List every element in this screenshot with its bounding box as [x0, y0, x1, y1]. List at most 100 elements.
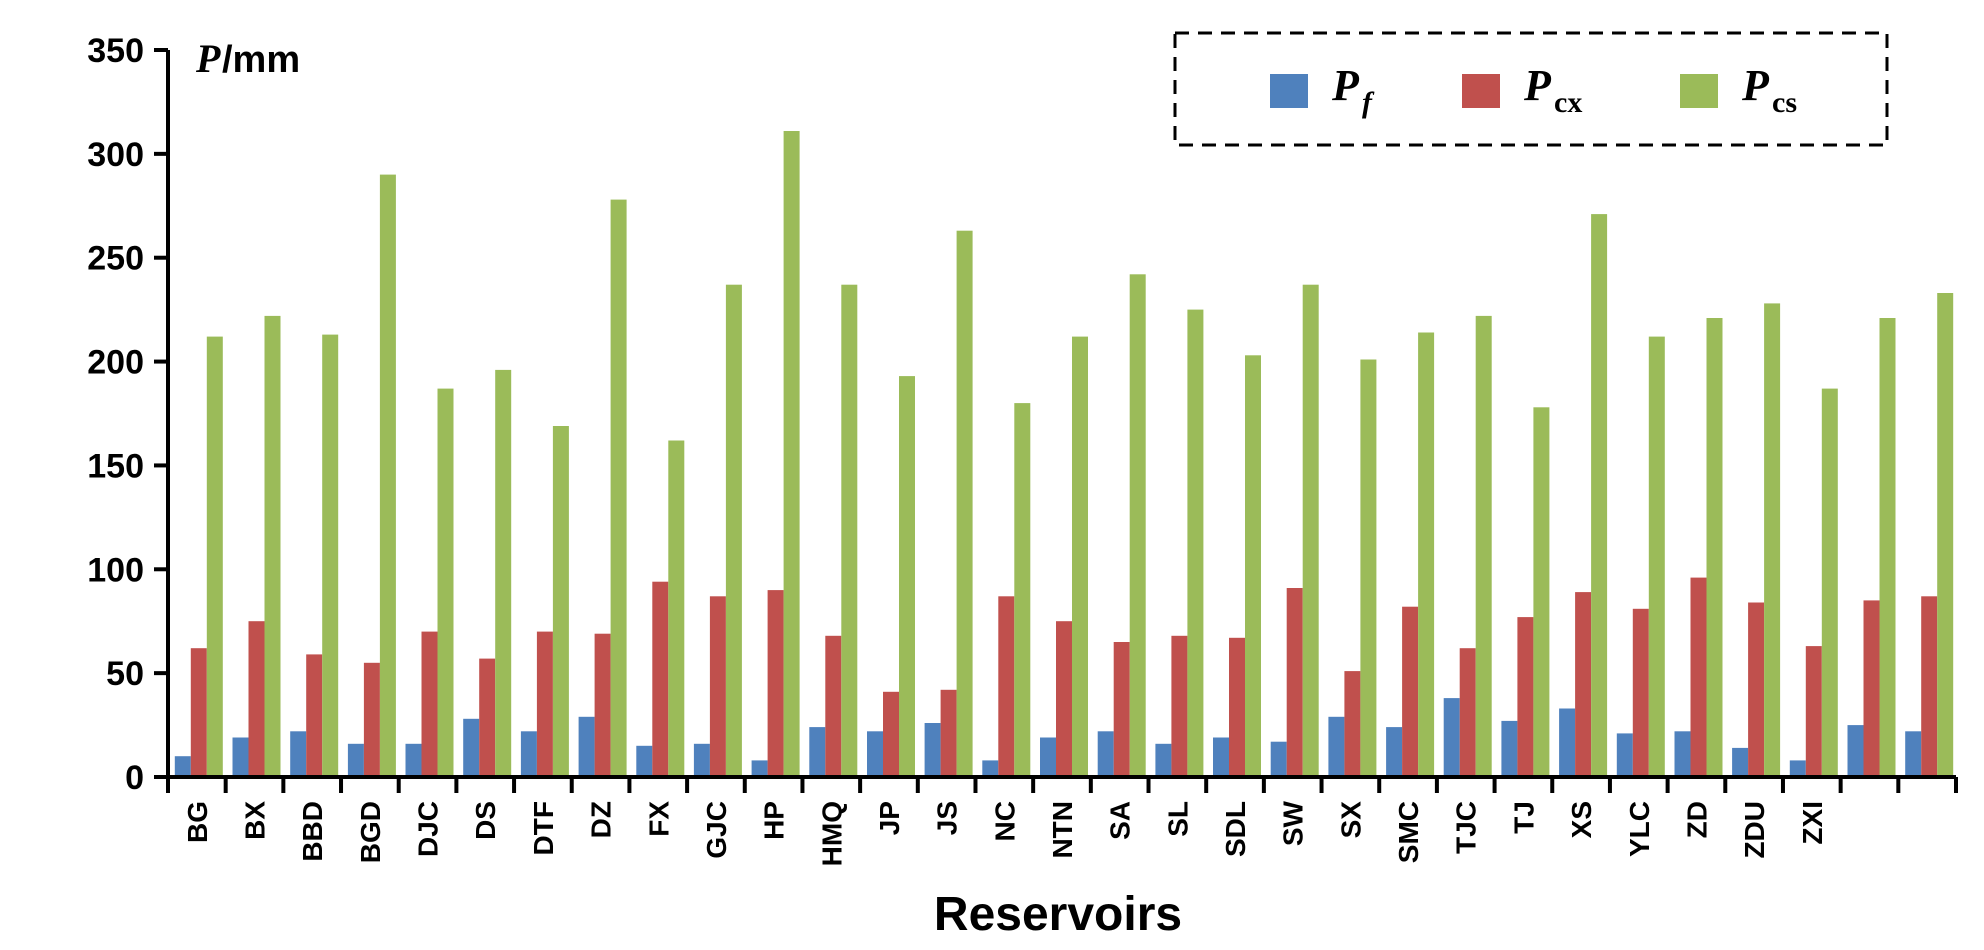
x-tick-label: BGD	[355, 801, 386, 863]
bar-pf	[232, 737, 249, 777]
legend-subscript-pcs: cs	[1772, 86, 1797, 119]
bar-pcx	[825, 635, 842, 777]
y-axis-symbol: P	[195, 36, 221, 81]
x-tick-label: SMC	[1393, 801, 1424, 863]
x-tick-label: SX	[1335, 801, 1366, 839]
bar-pcs	[1360, 359, 1377, 777]
x-tick-label: JP	[874, 801, 905, 835]
bar-pcs	[1821, 388, 1838, 777]
bar-pcs	[1879, 318, 1896, 777]
bar-pcs	[1129, 274, 1146, 777]
bar-pcx	[1517, 617, 1534, 777]
bar-pf	[867, 731, 883, 777]
bar-pf	[1213, 737, 1229, 777]
bar-pcx	[1632, 608, 1649, 777]
bar-pcs	[264, 315, 281, 777]
x-tick-label: ZDU	[1739, 801, 1770, 859]
y-tick-label: 200	[87, 344, 144, 382]
bar-pcs	[725, 284, 742, 777]
x-tick-label: ZXI	[1797, 801, 1828, 845]
x-tick-label: BBD	[297, 801, 328, 862]
bar-pf	[1328, 716, 1345, 777]
bar-pcs	[1591, 214, 1608, 778]
x-tick-label: HMQ	[816, 801, 847, 866]
bar-pcs	[899, 376, 915, 777]
bar-pcs	[1302, 284, 1319, 777]
x-axis-title: Reservoirs	[934, 888, 1182, 941]
x-tick-label: BX	[240, 801, 271, 840]
bar-pcx	[363, 662, 380, 777]
x-tick-label: TJ	[1508, 801, 1539, 834]
bar-pcx	[1229, 637, 1245, 777]
bar-pcs	[495, 369, 512, 777]
bar-pcs	[668, 440, 685, 777]
bar-pf	[1270, 741, 1287, 777]
bar-pcx	[536, 631, 553, 777]
bar-pcs	[1072, 336, 1088, 777]
bar-pcx	[709, 596, 726, 777]
bar-pcx	[1748, 602, 1765, 777]
y-tick-label: 150	[87, 447, 144, 485]
bar-pcs	[1937, 293, 1954, 777]
bar-pf	[982, 760, 999, 777]
bar-pcs	[1764, 303, 1781, 777]
bar-pcx	[421, 631, 438, 777]
bar-pf	[1155, 743, 1172, 777]
bar-pf	[1616, 733, 1633, 777]
x-tick-label: DTF	[528, 801, 559, 855]
y-axis: 0 50 100 150 200 250 300 350	[87, 32, 170, 797]
bars	[174, 131, 1954, 778]
bar-pcs	[1706, 318, 1723, 777]
x-tick-label: JS	[932, 801, 963, 835]
bar-pcs	[1648, 336, 1665, 777]
bar-pcx	[767, 590, 784, 777]
x-tick-label: SDL	[1220, 801, 1251, 857]
bar-pcx	[190, 648, 207, 777]
bar-pf	[1386, 727, 1403, 777]
bar-pcs	[322, 334, 339, 777]
bar-pcs	[206, 336, 223, 777]
legend-label-pcx: P	[1523, 61, 1552, 110]
bar-pf	[578, 716, 595, 777]
bar-pcx	[940, 689, 957, 777]
x-tick-label: BG	[182, 801, 213, 843]
y-tick-label: 350	[87, 32, 144, 70]
bar-pcx	[1921, 596, 1938, 777]
y-tick-label: 100	[87, 551, 144, 589]
bar-pcx	[1171, 635, 1188, 777]
y-tick-label: 250	[87, 240, 144, 278]
legend-swatch-pcs	[1680, 74, 1718, 108]
bar-pf	[1789, 760, 1806, 777]
bar-pf	[1674, 731, 1691, 777]
x-tick-label: NC	[989, 801, 1020, 841]
x-tick-label: SA	[1105, 801, 1136, 840]
legend-label-pcs: P	[1741, 61, 1770, 110]
bar-pcs	[379, 174, 396, 778]
bar-pf	[924, 723, 941, 777]
bar-pcs	[956, 230, 973, 777]
x-tick-label: TJC	[1451, 801, 1482, 854]
bar-pcs	[1245, 355, 1261, 777]
bar-pcx	[1286, 588, 1303, 777]
legend-frame	[1173, 31, 1889, 147]
bar-pf	[1040, 737, 1056, 777]
bar-pf	[463, 718, 480, 777]
bar-pf	[1905, 731, 1922, 777]
x-tick-label: NTN	[1047, 801, 1078, 859]
x-tick-label: XS	[1566, 801, 1597, 838]
bar-pf	[520, 731, 537, 777]
x-tick-label: GJC	[701, 801, 732, 859]
bar-pcs	[841, 284, 858, 777]
bar-pcx	[652, 581, 669, 777]
bar-pcx	[479, 658, 496, 777]
bar-pcx	[1344, 671, 1361, 777]
bar-pcx	[1690, 577, 1707, 777]
bar-pcs	[1533, 407, 1550, 777]
y-tick-label: 0	[125, 759, 144, 797]
legend-swatch-pcx	[1462, 74, 1500, 108]
x-tick-label: DJC	[413, 801, 444, 857]
x-tick-label: YLC	[1624, 801, 1655, 857]
bar-pf	[290, 731, 307, 777]
bar-pcs	[1187, 309, 1204, 777]
bar-pf	[809, 727, 826, 777]
